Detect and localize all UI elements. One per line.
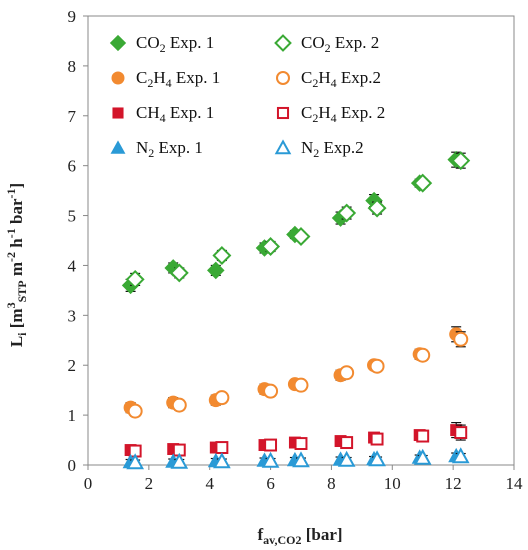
legend-item: C2H4 Exp.2	[276, 68, 381, 90]
legend-label: C2H4 Exp. 2	[301, 103, 385, 125]
legend-label: CO2 Exp. 1	[136, 33, 214, 55]
x-tick-label: 0	[84, 474, 93, 493]
legend-label: CH4 Exp. 1	[136, 103, 214, 125]
legend-item: CO2 Exp. 1	[109, 33, 214, 55]
data-point	[125, 269, 145, 289]
x-axis-title: fav,CO2 [bar]	[257, 525, 342, 547]
data-point	[340, 436, 354, 450]
data-point	[451, 447, 470, 464]
y-tick-label: 7	[68, 107, 77, 126]
data-point	[263, 383, 279, 399]
legend-label: N2 Exp. 1	[136, 138, 203, 160]
x-tick-label: 4	[205, 474, 214, 493]
data-point	[370, 432, 384, 446]
data-point	[337, 450, 356, 467]
data-point	[169, 263, 189, 283]
data-point	[339, 365, 355, 381]
x-tick-label: 8	[327, 474, 336, 493]
x-tick-label: 10	[384, 474, 401, 493]
legend-item: C2H4 Exp. 2	[276, 103, 385, 125]
x-tick-label: 12	[445, 474, 462, 493]
legend-marker	[111, 71, 125, 85]
data-point	[451, 151, 471, 171]
series-co2-exp-2	[125, 151, 471, 289]
series-n2-exp-2	[126, 447, 470, 470]
data-point	[416, 429, 430, 443]
y-tick-label: 3	[68, 306, 77, 325]
y-tick-label: 9	[68, 7, 77, 26]
data-point	[213, 452, 231, 469]
legend-marker	[274, 34, 292, 52]
legend-item: N2 Exp. 1	[110, 138, 203, 160]
data-point	[453, 331, 469, 347]
data-point	[171, 397, 187, 413]
data-point	[294, 437, 308, 451]
data-point	[215, 441, 229, 454]
legend-marker	[109, 34, 127, 52]
data-point	[368, 450, 386, 467]
data-point	[212, 245, 232, 265]
legend-item: CO2 Exp. 2	[274, 33, 379, 55]
x-tick-label: 6	[266, 474, 275, 493]
data-point	[126, 453, 145, 470]
legend-label: CO2 Exp. 2	[301, 33, 379, 55]
legend-marker	[110, 140, 126, 154]
x-axis-ticks: 0 2 4 6 8 10 12 14	[84, 465, 523, 493]
series-c2h4-exp-2	[127, 331, 469, 419]
legend: CO2 Exp. 1 CO2 Exp. 2 C2H4 Exp. 1 C2H4 Exp.…	[109, 33, 385, 160]
data-point	[292, 451, 310, 468]
legend-item: C2H4 Exp. 1	[111, 68, 220, 90]
legend-item: CH4 Exp. 1	[112, 103, 214, 125]
data-point	[293, 377, 309, 393]
y-tick-label: 2	[68, 356, 77, 375]
legend-marker	[276, 106, 290, 120]
data-point	[261, 237, 281, 256]
series-c2h4-exp-2	[128, 424, 468, 458]
legend-label: N2 Exp.2	[301, 138, 364, 160]
y-tick-label: 8	[68, 57, 77, 76]
y-tick-label: 5	[68, 207, 77, 226]
data-point	[170, 452, 189, 469]
data-point	[214, 390, 230, 406]
data-point	[127, 403, 143, 419]
y-axis-ticks: 0 1 2 3 4 5 6 7 8 9	[68, 7, 88, 475]
x-tick-label: 14	[506, 474, 524, 493]
x-tick-label: 2	[145, 474, 154, 493]
data-point	[367, 198, 387, 218]
data-point	[415, 347, 431, 363]
y-axis-title: Li [m3STP m-2 h-1 bar-1]	[4, 183, 29, 347]
data-point	[454, 426, 468, 440]
y-tick-label: 4	[68, 256, 77, 275]
legend-marker	[274, 139, 292, 155]
legend-label: C2H4 Exp.2	[301, 68, 381, 90]
data-point	[207, 261, 225, 280]
data-point	[413, 448, 432, 465]
legend-item: N2 Exp.2	[274, 138, 364, 160]
data-points	[121, 150, 471, 470]
y-tick-label: 1	[68, 406, 77, 425]
y-tick-label: 0	[68, 456, 77, 475]
data-point	[264, 438, 278, 452]
data-point	[291, 227, 311, 246]
data-point	[261, 451, 280, 468]
data-point	[369, 358, 385, 374]
data-point	[413, 173, 433, 193]
legend-label: C2H4 Exp. 1	[136, 68, 220, 90]
legend-marker	[112, 107, 124, 119]
y-tick-label: 6	[68, 157, 77, 176]
legend-marker	[276, 71, 290, 85]
data-point	[337, 203, 357, 223]
